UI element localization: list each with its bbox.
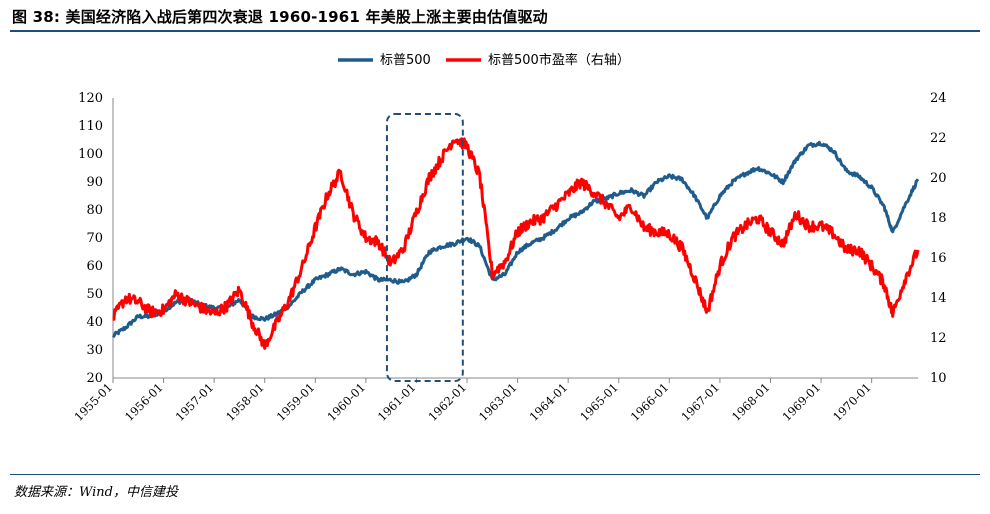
x-tick-label: 1961-01 <box>375 380 419 424</box>
left-y-axis: 20 30 40 50 60 70 80 90 100 110 120 <box>78 91 114 386</box>
right-tick-label: 22 <box>930 131 947 146</box>
left-tick-label: 60 <box>86 259 103 274</box>
pe-ratio-line <box>112 137 920 350</box>
left-tick-label: 50 <box>86 287 103 302</box>
x-tick-label: 1959-01 <box>274 380 318 424</box>
title-divider <box>10 30 980 32</box>
series-lines <box>112 137 920 350</box>
right-y-axis: 10 12 14 16 18 20 22 24 <box>930 91 947 386</box>
x-tick-label: 1960-01 <box>324 380 368 424</box>
legend: 标普500 标普500市盈率（右轴） <box>338 52 630 68</box>
right-tick-label: 16 <box>930 251 947 266</box>
x-tick-label: 1965-01 <box>577 380 621 424</box>
left-tick-label: 80 <box>86 203 103 218</box>
left-tick-label: 40 <box>86 315 103 330</box>
footer-divider <box>10 474 980 475</box>
x-tick-label: 1970-01 <box>830 380 874 424</box>
x-tick-label: 1966-01 <box>628 380 672 424</box>
x-tick-label: 1963-01 <box>476 380 520 424</box>
right-tick-label: 10 <box>930 371 947 386</box>
x-tick-label: 1969-01 <box>779 380 823 424</box>
x-tick-label: 1957-01 <box>173 380 217 424</box>
right-tick-label: 12 <box>930 331 947 346</box>
legend-label-2: 标普500市盈率（右轴） <box>488 52 630 68</box>
data-source: 数据来源：Wind，中信建投 <box>14 485 178 500</box>
right-tick-label: 24 <box>930 91 947 106</box>
x-axis: 1955-01 1956-01 1957-01 1958-01 1959-01 1960-… <box>71 377 918 424</box>
x-tick-label: 1962-01 <box>425 380 469 424</box>
left-tick-label: 110 <box>78 119 103 134</box>
left-tick-label: 120 <box>78 91 103 106</box>
x-tick-label: 1964-01 <box>527 380 571 424</box>
left-tick-label: 30 <box>86 343 103 358</box>
left-tick-label: 20 <box>86 371 103 386</box>
right-tick-label: 14 <box>930 291 947 306</box>
x-tick-label: 1968-01 <box>729 380 773 424</box>
right-tick-label: 18 <box>930 211 947 226</box>
right-tick-label: 20 <box>930 171 947 186</box>
left-tick-label: 90 <box>86 175 103 190</box>
x-tick-label: 1967-01 <box>678 380 722 424</box>
x-tick-label: 1958-01 <box>223 380 267 424</box>
figure-title: 图 38: 美国经济陷入战后第四次衰退 1960-1961 年美股上涨主要由估值… <box>12 8 548 26</box>
x-tick-label: 1955-01 <box>71 380 115 424</box>
legend-label-1: 标普500 <box>380 53 431 68</box>
x-tick-label: 1956-01 <box>122 380 166 424</box>
highlight-box <box>385 113 464 382</box>
left-tick-label: 70 <box>86 231 103 246</box>
left-tick-label: 100 <box>78 147 103 162</box>
